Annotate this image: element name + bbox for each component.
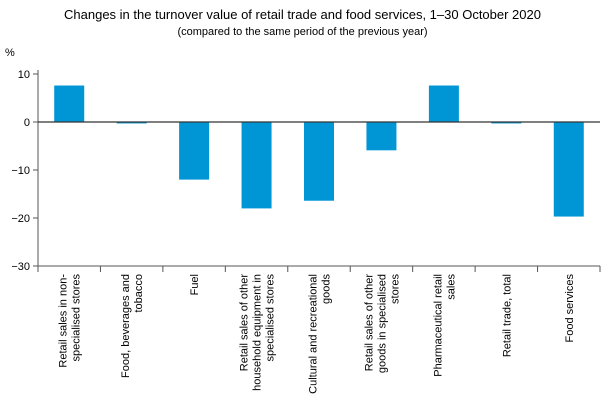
bar [553,122,584,217]
bar [491,122,522,124]
y-tick-label: 0 [24,117,30,129]
x-tick-label: Retail sales of othergoods in specialise… [363,274,401,374]
bar [304,122,334,201]
x-tick-label: Pharmaceutical retailsales [432,274,457,377]
bar [116,122,147,124]
x-tick-label: Food, beverages andtobacco [120,274,145,378]
bar [241,122,272,209]
y-tick-label: 10 [18,69,30,81]
x-tick-label: Cultural and recreationalgoods [308,274,333,394]
bar [179,122,210,180]
chart-subtitle: (compared to the same period of the prev… [177,26,428,38]
bar [366,122,397,151]
x-tick-label: Fuel [189,274,201,295]
chart-header: Changes in the turnover value of retail … [0,6,605,40]
y-axis-unit-label: % [5,47,15,59]
x-tick-label: Retail trade, total [501,274,513,357]
bar [428,85,459,122]
chart-title: Changes in the turnover value of retail … [64,7,541,22]
x-tick-label: Food services [564,274,576,343]
y-tick-label: −30 [11,261,30,273]
y-tick-label: −10 [11,165,30,177]
x-tick-label: Retail sales in non-specialised stores [58,274,83,368]
y-tick-label: −20 [11,213,30,225]
plot-area: 10 0 −10 −20 −30 Retail sales in non-speciali… [11,69,601,394]
bar [54,85,85,122]
x-tick-label: Retail sales of otherhousehold equipment… [239,274,277,391]
